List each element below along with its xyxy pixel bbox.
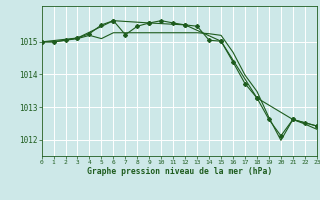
X-axis label: Graphe pression niveau de la mer (hPa): Graphe pression niveau de la mer (hPa) (87, 167, 272, 176)
